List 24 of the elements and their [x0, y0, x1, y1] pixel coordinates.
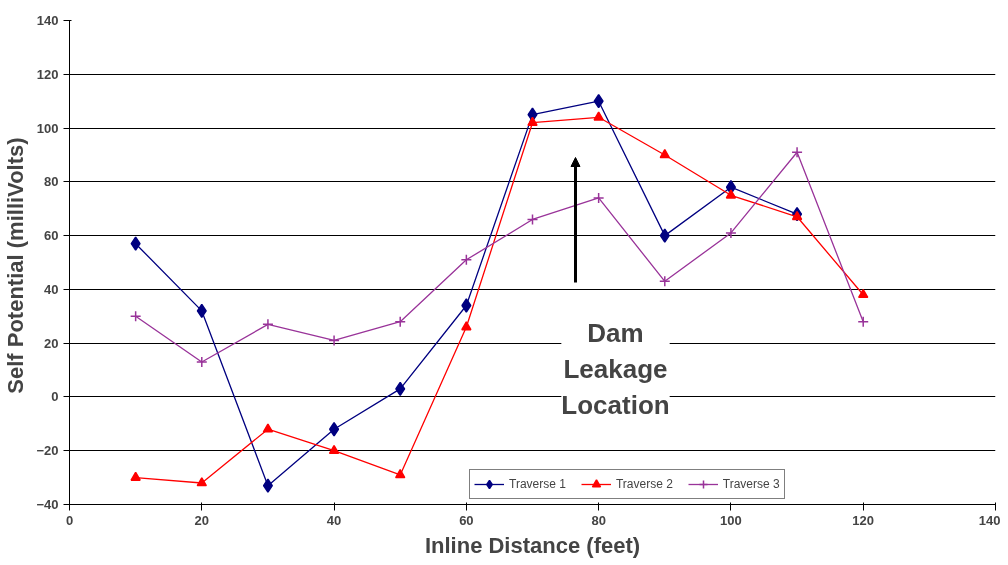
legend-label: Traverse 3	[722, 477, 780, 491]
y-tick-label: 120	[36, 66, 59, 82]
x-tick-label: 80	[591, 512, 606, 528]
y-tick-label: 20	[44, 335, 59, 351]
y-tick-label: 0	[51, 389, 59, 405]
y-tick-label: 80	[44, 174, 59, 190]
y-tick-label: −40	[36, 497, 59, 512]
annotation: Dam Leakage Location	[561, 317, 670, 420]
y-tick-label: 60	[44, 228, 59, 244]
y-axis-title: Self Potential (milliVolts)	[3, 137, 29, 394]
x-tick-label: 60	[459, 512, 474, 528]
x-tick-label: 100	[720, 512, 742, 528]
x-tick-label: 40	[326, 512, 342, 528]
x-axis-title: Inline Distance (feet)	[424, 532, 641, 558]
x-tick-label: 20	[194, 512, 210, 528]
y-tick-label: 100	[36, 120, 59, 136]
x-tick-label: 0	[65, 512, 74, 528]
legend-label: Traverse 2	[615, 477, 673, 491]
legend-label: Traverse 1	[509, 477, 566, 491]
x-tick-label: 140	[978, 512, 1001, 528]
y-tick-label: 40	[44, 281, 59, 297]
y-tick-label: 140	[36, 13, 59, 28]
y-tick-label: −20	[36, 443, 59, 459]
x-tick-label: 120	[852, 512, 875, 528]
